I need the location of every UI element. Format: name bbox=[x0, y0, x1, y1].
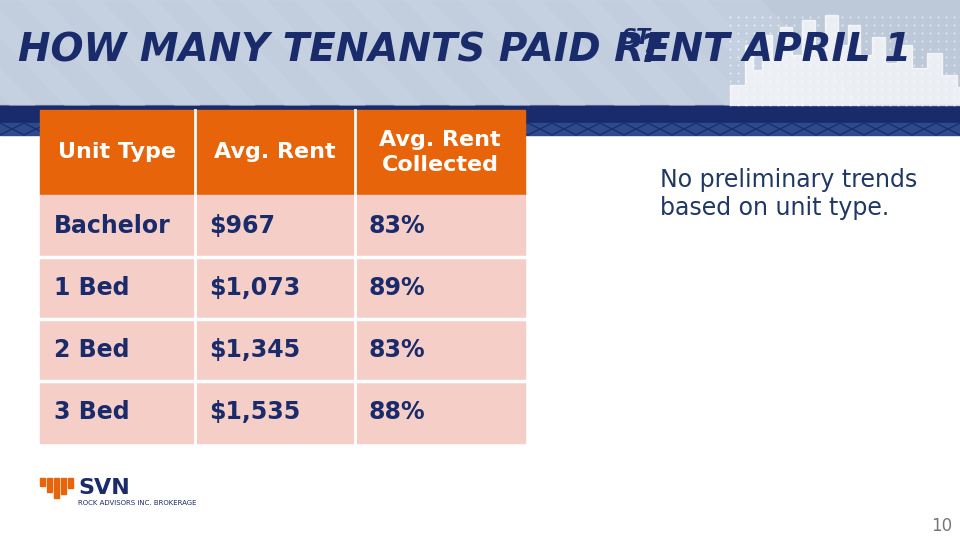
Polygon shape bbox=[240, 0, 420, 105]
Polygon shape bbox=[0, 0, 90, 105]
Bar bbox=[0, 0, 960, 105]
Text: Bachelor: Bachelor bbox=[54, 214, 171, 238]
Polygon shape bbox=[570, 0, 750, 105]
Bar bbox=[68, 478, 73, 488]
Text: 83%: 83% bbox=[369, 338, 425, 362]
Polygon shape bbox=[625, 0, 805, 105]
Text: ST: ST bbox=[622, 29, 651, 49]
Text: $1,345: $1,345 bbox=[209, 338, 300, 362]
Text: $1,535: $1,535 bbox=[209, 400, 300, 424]
Polygon shape bbox=[730, 15, 960, 105]
Text: $967: $967 bbox=[209, 214, 275, 238]
Polygon shape bbox=[405, 0, 585, 105]
Bar bbox=[355, 319, 525, 381]
Bar bbox=[195, 110, 355, 195]
Bar bbox=[40, 478, 45, 486]
Bar bbox=[355, 257, 525, 319]
Text: SVN: SVN bbox=[78, 478, 130, 498]
Bar bbox=[40, 110, 195, 195]
Text: Unit Type: Unit Type bbox=[59, 143, 177, 163]
Bar bbox=[40, 257, 195, 319]
Text: 1 Bed: 1 Bed bbox=[54, 276, 130, 300]
Bar bbox=[61, 478, 66, 494]
Text: ROCK ADVISORS INC. BROKERAGE: ROCK ADVISORS INC. BROKERAGE bbox=[78, 500, 197, 506]
Bar bbox=[195, 381, 355, 443]
Polygon shape bbox=[130, 0, 310, 105]
Polygon shape bbox=[75, 0, 255, 105]
Text: 83%: 83% bbox=[369, 214, 425, 238]
Bar bbox=[355, 381, 525, 443]
Bar bbox=[40, 319, 195, 381]
Text: No preliminary trends: No preliminary trends bbox=[660, 168, 917, 192]
Text: 88%: 88% bbox=[369, 400, 425, 424]
Polygon shape bbox=[515, 0, 695, 105]
Bar bbox=[54, 478, 59, 498]
Polygon shape bbox=[680, 0, 860, 105]
Polygon shape bbox=[185, 0, 365, 105]
Text: based on unit type.: based on unit type. bbox=[660, 196, 889, 220]
Bar bbox=[195, 195, 355, 257]
Bar bbox=[40, 195, 195, 257]
Text: $1,073: $1,073 bbox=[209, 276, 300, 300]
Polygon shape bbox=[20, 0, 200, 105]
Text: 89%: 89% bbox=[369, 276, 425, 300]
Text: 2 Bed: 2 Bed bbox=[54, 338, 130, 362]
Bar bbox=[355, 195, 525, 257]
Text: 10: 10 bbox=[931, 517, 952, 535]
Text: Avg. Rent: Avg. Rent bbox=[214, 143, 336, 163]
Polygon shape bbox=[350, 0, 530, 105]
Polygon shape bbox=[460, 0, 640, 105]
Bar bbox=[195, 257, 355, 319]
Bar bbox=[47, 478, 52, 492]
Text: Avg. Rent
Collected: Avg. Rent Collected bbox=[379, 130, 501, 175]
Bar bbox=[355, 110, 525, 195]
Bar bbox=[0, 123, 960, 135]
Polygon shape bbox=[0, 0, 35, 105]
Polygon shape bbox=[0, 0, 145, 105]
Bar bbox=[40, 381, 195, 443]
Text: HOW MANY TENANTS PAID RENT APRIL 1: HOW MANY TENANTS PAID RENT APRIL 1 bbox=[18, 31, 911, 70]
Polygon shape bbox=[295, 0, 475, 105]
Text: ?: ? bbox=[640, 31, 662, 70]
Text: 3 Bed: 3 Bed bbox=[54, 400, 130, 424]
Bar bbox=[195, 319, 355, 381]
Bar bbox=[0, 105, 960, 123]
